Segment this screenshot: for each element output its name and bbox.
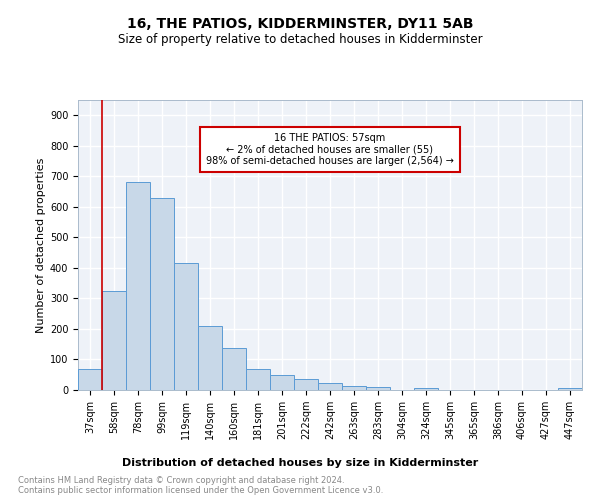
Bar bbox=[366, 388, 390, 390]
Text: Size of property relative to detached houses in Kidderminster: Size of property relative to detached ho… bbox=[118, 32, 482, 46]
Bar bbox=[246, 368, 270, 390]
Bar bbox=[318, 384, 342, 390]
Bar bbox=[78, 368, 102, 390]
Text: 16 THE PATIOS: 57sqm
← 2% of detached houses are smaller (55)
98% of semi-detach: 16 THE PATIOS: 57sqm ← 2% of detached ho… bbox=[206, 132, 454, 166]
Bar bbox=[414, 388, 438, 390]
Bar bbox=[294, 380, 318, 390]
Y-axis label: Number of detached properties: Number of detached properties bbox=[35, 158, 46, 332]
Bar bbox=[198, 326, 222, 390]
Bar bbox=[222, 348, 246, 390]
Text: Distribution of detached houses by size in Kidderminster: Distribution of detached houses by size … bbox=[122, 458, 478, 468]
Bar bbox=[102, 291, 126, 390]
Bar bbox=[558, 388, 582, 390]
Text: 16, THE PATIOS, KIDDERMINSTER, DY11 5AB: 16, THE PATIOS, KIDDERMINSTER, DY11 5AB bbox=[127, 18, 473, 32]
Bar bbox=[342, 386, 366, 390]
Bar bbox=[174, 264, 198, 390]
Text: Contains HM Land Registry data © Crown copyright and database right 2024.
Contai: Contains HM Land Registry data © Crown c… bbox=[18, 476, 383, 495]
Bar bbox=[150, 198, 174, 390]
Bar bbox=[126, 182, 150, 390]
Bar bbox=[270, 374, 294, 390]
